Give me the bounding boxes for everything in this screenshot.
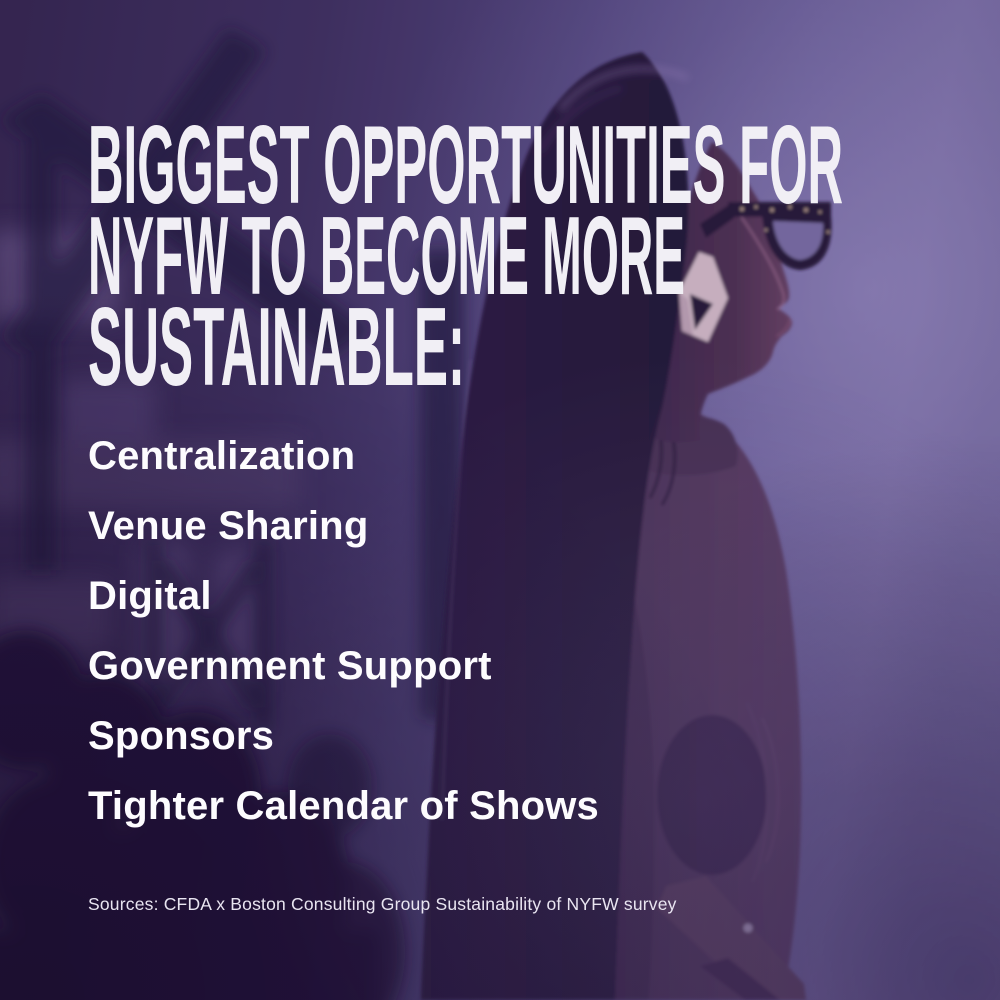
opportunity-item: Tighter Calendar of Shows bbox=[88, 784, 599, 828]
opportunity-item: Venue Sharing bbox=[88, 504, 369, 548]
headline-line-2: NYFW TO BECOME MORE bbox=[88, 194, 686, 318]
opportunity-item: Government Support bbox=[88, 644, 492, 688]
opportunity-item: Sponsors bbox=[88, 714, 275, 758]
headline-line-1: BIGGEST OPPORTUNITIES FOR bbox=[88, 103, 844, 227]
opportunity-item: Digital bbox=[88, 574, 212, 618]
headline-line-3: SUSTAINABLE: bbox=[88, 285, 465, 409]
opportunity-item: Centralization bbox=[88, 434, 356, 478]
opportunities-list: Centralization Venue Sharing Digital Gov… bbox=[88, 421, 599, 841]
headline: BIGGEST OPPORTUNITIES FOR NYFW TO BECOME… bbox=[88, 103, 1000, 409]
source-credit: Sources: CFDA x Boston Consulting Group … bbox=[88, 894, 677, 914]
